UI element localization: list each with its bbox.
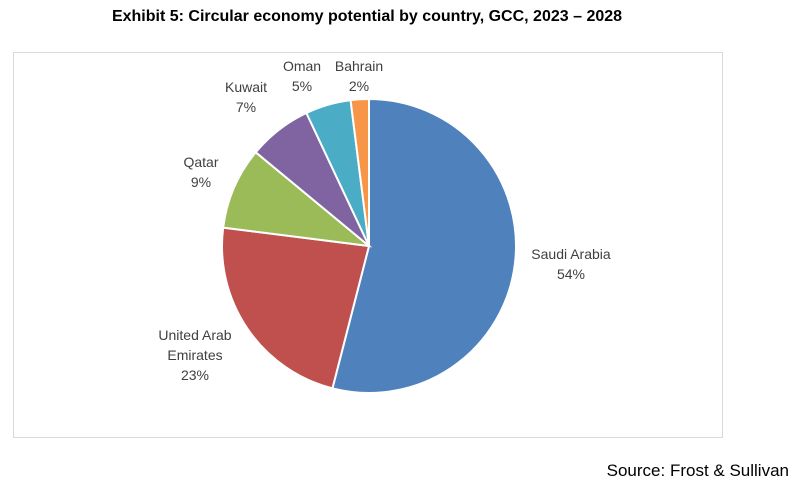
value-label: 2%	[348, 78, 370, 94]
pie-slice	[349, 97, 370, 247]
category-label: United Arab Emirates	[158, 327, 232, 363]
value-label: 54%	[556, 266, 586, 282]
category-label: Qatar	[183, 154, 219, 170]
pie-slice	[331, 97, 517, 394]
value-label: 5%	[291, 78, 313, 94]
category-label: Kuwait	[224, 79, 268, 95]
source: Source: Frost & Sullivan	[606, 461, 789, 480]
pie-slice	[221, 226, 371, 390]
value-label: 9%	[190, 174, 212, 190]
value-label: 23%	[180, 367, 210, 383]
category-label: Bahrain	[334, 58, 384, 74]
slice-label: Kuwait 7%	[225, 77, 267, 117]
slice-label: Oman 5%	[283, 56, 321, 96]
chart-title: Exhibit 5: Circular economy potential by…	[111, 8, 623, 25]
slice-label: Saudi Arabia 54%	[531, 244, 610, 284]
chart-frame	[13, 52, 723, 438]
value-label: 7%	[235, 99, 257, 115]
category-label: Saudi Arabia	[531, 246, 611, 262]
slice-label: Qatar 9%	[183, 152, 218, 192]
slice-label: United Arab Emirates 23%	[145, 325, 245, 385]
slice-label: Bahrain 2%	[335, 56, 383, 96]
category-label: Oman	[282, 58, 322, 74]
pie-slice	[222, 150, 373, 248]
